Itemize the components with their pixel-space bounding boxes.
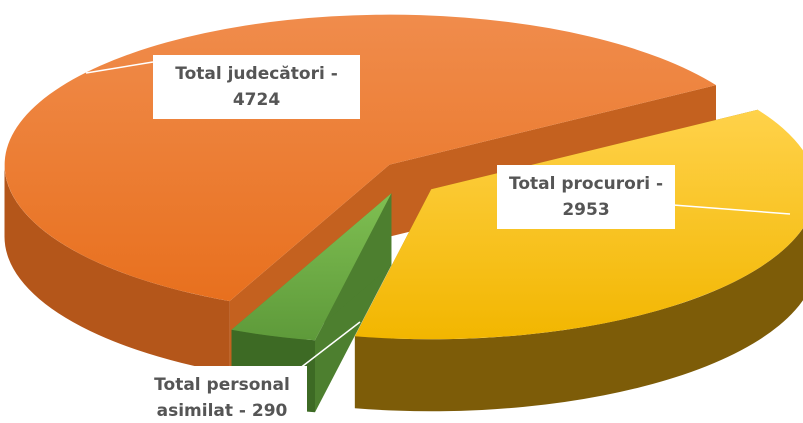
data-label: Total procurori - 2953: [497, 165, 675, 229]
data-label: Total personal asimilat - 290: [137, 366, 307, 423]
slice-side: [354, 228, 803, 412]
pie: [4, 14, 803, 413]
leader-line: [672, 204, 791, 215]
leader-line: [85, 61, 154, 74]
slice: [231, 193, 392, 341]
leader-line: [294, 321, 361, 373]
slice-side: [4, 164, 230, 374]
data-label: Total judecători - 4724: [153, 55, 360, 119]
leader-lines: [85, 61, 791, 373]
